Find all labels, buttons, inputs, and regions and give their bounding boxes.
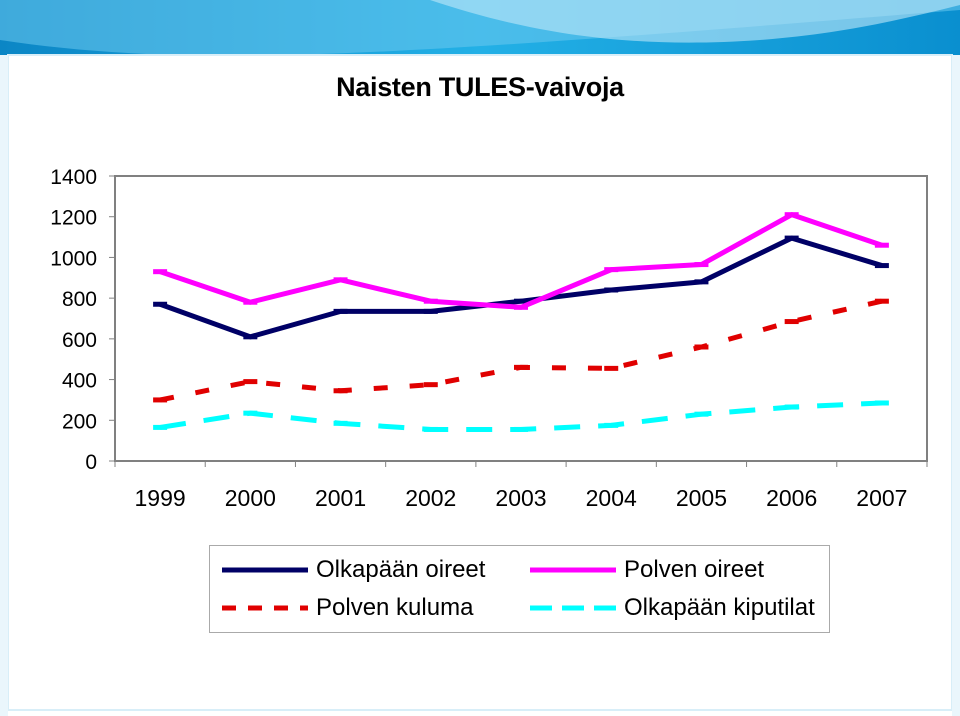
legend-label: Olkapään oireet [316,556,486,583]
x-tick-label: 2006 [766,485,817,511]
legend-swatch [222,567,308,573]
y-tick-label: 200 [62,410,97,433]
legend-label: Polven kuluma [316,594,474,621]
legend-item-olkapaan-oireet: Olkapään oireet [220,550,520,590]
legend-swatch [222,605,308,611]
x-tick-label: 1999 [135,485,186,511]
legend-item-polven-oireet: Polven oireet [528,550,828,590]
legend-label: Olkapään kiputilat [624,594,815,621]
x-tick-label: 2002 [405,485,456,511]
chart-title: Naisten TULES-vaivoja [336,72,624,102]
x-tick-label: 2000 [225,485,276,511]
legend-item-olkapaan-kiputilat: Olkapään kiputilat [528,588,828,628]
x-tick-label: 2003 [495,485,546,511]
x-tick-label: 2007 [856,485,907,511]
y-tick-label: 0 [85,451,97,474]
y-tick-label: 400 [62,370,97,393]
legend-item-polven-kuluma: Polven kuluma [220,588,520,628]
x-tick-label: 2004 [586,485,637,511]
legend-label: Polven oireet [624,556,765,583]
legend-swatch [530,605,616,611]
y-tick-label: 600 [62,329,97,352]
y-tick-label: 1400 [50,166,97,189]
x-tick-label: 2001 [315,485,366,511]
x-tick-label: 2005 [676,485,727,511]
y-tick-label: 800 [62,288,97,311]
legend-swatch [530,567,616,573]
chart-legend: Olkapään oireet Polven oireet Polven kul… [209,545,830,633]
y-tick-label: 1000 [50,247,97,270]
y-tick-label: 1200 [50,207,97,230]
